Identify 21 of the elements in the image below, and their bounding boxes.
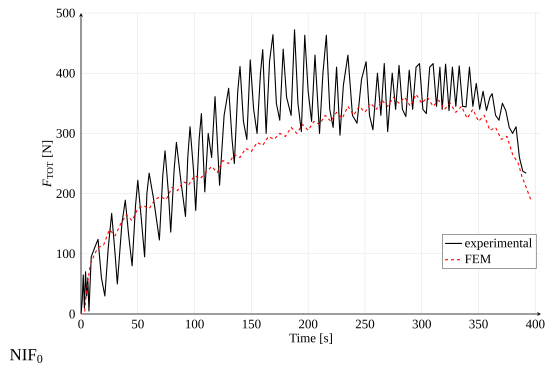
- y-tick-label: 300: [56, 129, 75, 138]
- x-tick-label: 300: [412, 320, 431, 328]
- x-tick-label: 0: [78, 320, 84, 328]
- line-series: [80, 94, 532, 315]
- text: NIF$_{0}$: [10, 349, 42, 363]
- x-tick-label: 200: [299, 320, 318, 328]
- y-tick-label: 0: [69, 310, 75, 318]
- y-tick-label: 100: [57, 249, 75, 258]
- y-tick-label: 500: [56, 8, 75, 18]
- x-axis-title: Time [s]: [289, 333, 332, 344]
- x-tick-label: 100: [186, 320, 204, 328]
- legend-label: FEM: [464, 254, 491, 264]
- y-tick-label: 200: [56, 189, 75, 198]
- x-tick-label: 350: [469, 320, 488, 328]
- y-tick-label: 400: [56, 68, 75, 78]
- x-tick-label: 50: [132, 320, 144, 328]
- legend-label: experimental: [465, 238, 532, 250]
- x-tick-label: 150: [242, 320, 261, 328]
- x-tick-label: 250: [356, 320, 374, 328]
- y-axis-title: F$_{TOT}$ [N]: [42, 140, 54, 188]
- x-tick-label: 400: [526, 320, 545, 328]
